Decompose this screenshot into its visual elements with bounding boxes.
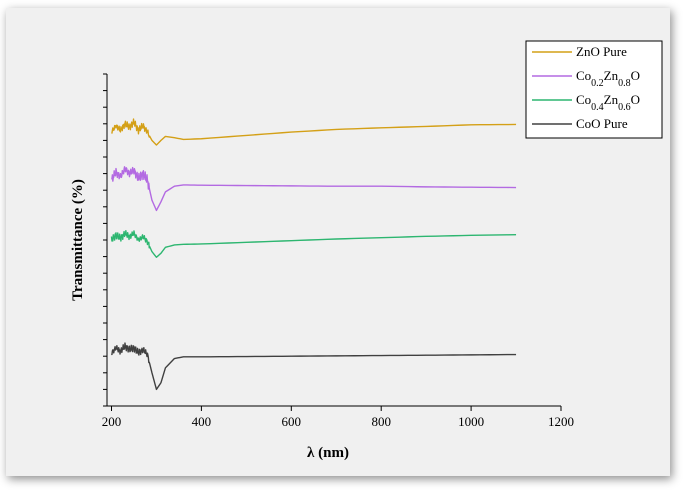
- y-ticks: [103, 73, 107, 407]
- legend-label: ZnO Pure: [576, 44, 627, 59]
- chart-frame: 200 400 600 800 1000 1200 λ (nm) Transmittanc…: [6, 8, 670, 476]
- x-tick-label: 1200: [548, 414, 574, 429]
- legend-label: CoO Pure: [576, 116, 628, 131]
- x-ticks: 200 400 600 800 1000 1200: [102, 406, 574, 429]
- x-axis-title: λ (nm): [307, 445, 349, 461]
- axes: 200 400 600 800 1000 1200: [102, 73, 574, 429]
- y-axis-title: Transmittance (%): [70, 179, 86, 301]
- chart: 200 400 600 800 1000 1200 λ (nm) Transmittanc…: [70, 40, 663, 461]
- x-tick-label: 800: [371, 414, 391, 429]
- x-tick-label: 200: [102, 414, 122, 429]
- legend-label: Co0.4Zn0.6O: [576, 92, 640, 113]
- series-line-1: [111, 166, 517, 212]
- x-tick-label: 400: [192, 414, 212, 429]
- x-tick-label: 600: [282, 414, 302, 429]
- legend-box: [525, 40, 663, 139]
- x-tick-label: 1000: [458, 414, 484, 429]
- series-line-0: [111, 118, 517, 146]
- legend-label: Co0.2Zn0.8O: [576, 68, 640, 89]
- series-line-2: [110, 229, 517, 258]
- series-line-3: [110, 342, 517, 391]
- legend: ZnO Pure Co0.2Zn0.8O Co0.4Zn0.6O CoO Pure: [525, 40, 663, 139]
- series-group: [110, 118, 517, 391]
